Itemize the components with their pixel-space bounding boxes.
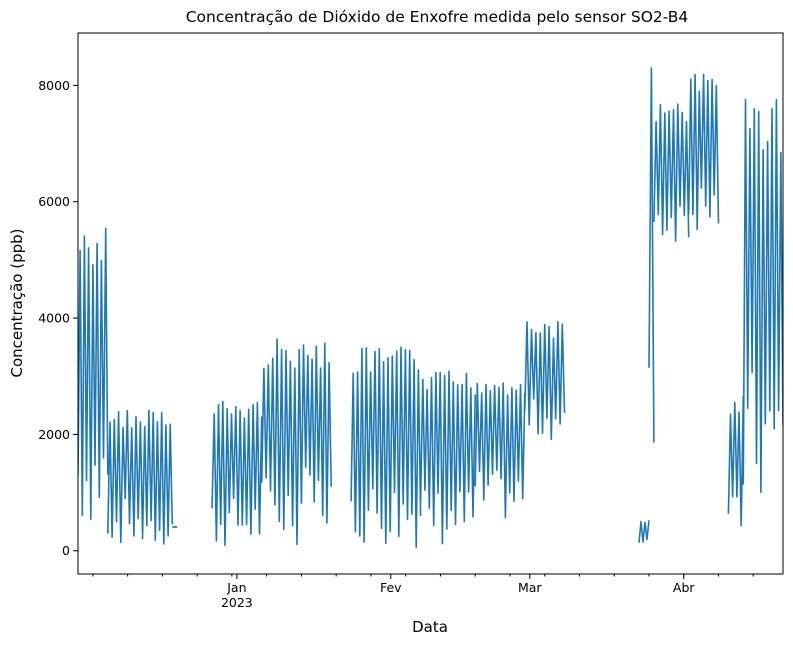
series-line-segment [260,338,303,546]
x-tick-label: Jan [226,580,246,595]
y-tick-label: 8000 [38,78,70,93]
series-line-segment [653,103,690,242]
y-tick-label: 2000 [38,427,70,442]
plot-frame [77,32,784,575]
y-tick-label: 4000 [38,311,70,326]
x-tick-label: Mar [518,580,542,595]
series-line-segment [742,98,783,494]
series-line-segment [141,409,174,545]
series-line-segment [211,400,263,547]
series-line-segment [419,370,476,545]
series-line-segment [648,67,655,443]
series-line-segment [687,73,720,231]
series-line-segment [727,395,745,527]
plot-area [78,67,783,549]
series-line-segment [350,346,422,549]
x-tick-label: Fev [380,580,402,595]
x-axis-label: Data [412,618,448,636]
x-tick-sublabel: 2023 [221,595,253,610]
y-axis: 0 2000 4000 6000 8000 [38,78,78,558]
x-tick-label: Abr [673,580,695,595]
series-line-segment [78,227,109,520]
y-tick-label: 6000 [38,194,70,209]
series-line-segment [638,520,650,543]
chart-title: Concentração de Dióxido de Enxofre medid… [186,8,689,26]
series-line-segment [300,342,332,524]
y-axis-label: Concentração (ppb) [8,228,26,377]
series-line-segment [107,409,144,544]
y-tick-label: 0 [62,543,70,558]
series-line-segment [474,382,526,519]
series-line-segment [524,320,566,441]
